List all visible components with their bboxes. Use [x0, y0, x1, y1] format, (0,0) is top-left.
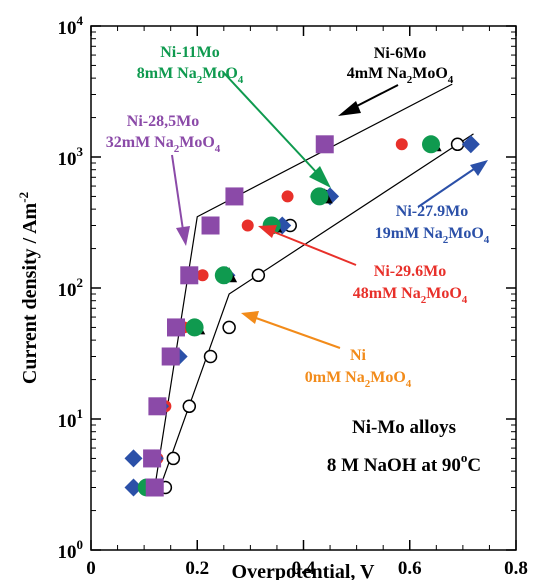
label-ni-29-6mo: Ni-29.6Mo [374, 263, 446, 280]
tick-labels: 0 0.2 0.4 0.6 0.8 100 101 102 103 104 [58, 13, 528, 579]
y-tick-label: 101 [58, 406, 84, 432]
arrow-ni-28-5mo [171, 154, 184, 231]
arrowhead-ni-6mo [338, 101, 361, 116]
y-tick-label: 103 [58, 144, 84, 170]
y-axis-label-sup: -2 [16, 192, 31, 203]
arrowhead-ni-28-5mo [176, 226, 190, 246]
point-ni-28-5mo [167, 318, 185, 337]
point-ni [166, 451, 181, 466]
arrowhead-ni-27-9mo [470, 160, 488, 176]
point-ni-28-5mo [315, 135, 334, 154]
x-tick-label: 0.2 [185, 558, 209, 579]
arrow-ni-6mo [352, 84, 399, 109]
point-ni-28-5mo [145, 478, 164, 497]
point-ni-11mo [185, 318, 204, 337]
point-ni-29-6mo [395, 138, 408, 151]
fit-line-ni [159, 133, 474, 488]
point-ni-27-9mo [461, 135, 480, 154]
point-ni [182, 399, 197, 414]
conc-ni-27-9mo: 19mM Na2MoO4 [375, 225, 490, 246]
annotation-arrows [171, 71, 488, 349]
point-ni-28-5mo [161, 347, 180, 366]
x-tick-label: 0.8 [504, 558, 528, 579]
x-tick-label: 0.6 [398, 558, 422, 579]
conc-ni-11mo: 8mM Na2MoO4 [137, 65, 244, 86]
y-axis-label-main: Current density / Am [19, 202, 41, 384]
x-axis-label: Overpotential, V [232, 561, 376, 580]
y-tick-label: 100 [58, 537, 84, 563]
fit-lines [154, 83, 474, 488]
point-ni-28-5mo [180, 266, 199, 285]
conc-ni-29-6mo: 48mM Na2MoO4 [353, 285, 468, 306]
point-ni-28-5mo [148, 397, 167, 416]
point-ni-27-9mo [124, 478, 143, 497]
annotation-labels: Ni-11Mo 8mM Na2MoO4 Ni-6Mo 4mM Na2MoO4 N… [106, 44, 490, 390]
label-ni-6mo: Ni-6Mo [374, 45, 426, 62]
y-tick-label: 102 [58, 275, 84, 301]
label-ni-27-9mo: Ni-27.9Mo [396, 203, 468, 220]
info-line-2: 8 M NaOH at 90oC [327, 450, 481, 476]
point-ni [203, 349, 218, 364]
label-ni-28-5mo: Ni-28,5Mo [127, 113, 199, 130]
point-ni-29-6mo [241, 219, 254, 232]
arrow-ni-11mo [222, 71, 319, 175]
point-ni-28-5mo [143, 449, 162, 468]
x-tick-label: 0 [86, 558, 96, 579]
arrow-ni-29-6mo [273, 231, 357, 266]
y-tick-label: 104 [58, 13, 84, 39]
point-ni-28-5mo [225, 187, 244, 206]
point-ni [222, 320, 236, 335]
arrowhead-ni-11mo [309, 166, 331, 188]
ticks [90, 25, 517, 551]
point-ni-29-6mo [281, 190, 294, 203]
arrowhead-ni-29-6mo [258, 225, 277, 238]
conc-ni-28-5mo: 32mM Na2MoO4 [106, 134, 221, 155]
fit-line-alloy [154, 83, 453, 488]
point-ni-11mo [422, 135, 440, 154]
point-ni-27-9mo [124, 449, 143, 468]
y-axis-label: Current density / Am-2 [16, 192, 41, 384]
point-ni-11mo [214, 266, 233, 285]
conc-ni: 0mM Na2MoO4 [305, 369, 412, 390]
arrow-ni-27-9mo [417, 168, 475, 208]
conc-ni-6mo: 4mM Na2MoO4 [347, 65, 454, 86]
point-ni-28-5mo [201, 216, 220, 235]
point-ni [450, 137, 465, 152]
arrow-ni [255, 317, 341, 349]
point-ni-29-6mo [196, 269, 209, 282]
arrowhead-ni [241, 311, 259, 324]
label-ni-11mo: Ni-11Mo [160, 44, 220, 61]
point-ni-11mo [310, 187, 329, 206]
info-line-1: Ni-Mo alloys [352, 417, 456, 438]
point-ni [251, 268, 266, 283]
label-ni: Ni [350, 347, 367, 364]
x-tick-label: 0.4 [292, 558, 316, 579]
